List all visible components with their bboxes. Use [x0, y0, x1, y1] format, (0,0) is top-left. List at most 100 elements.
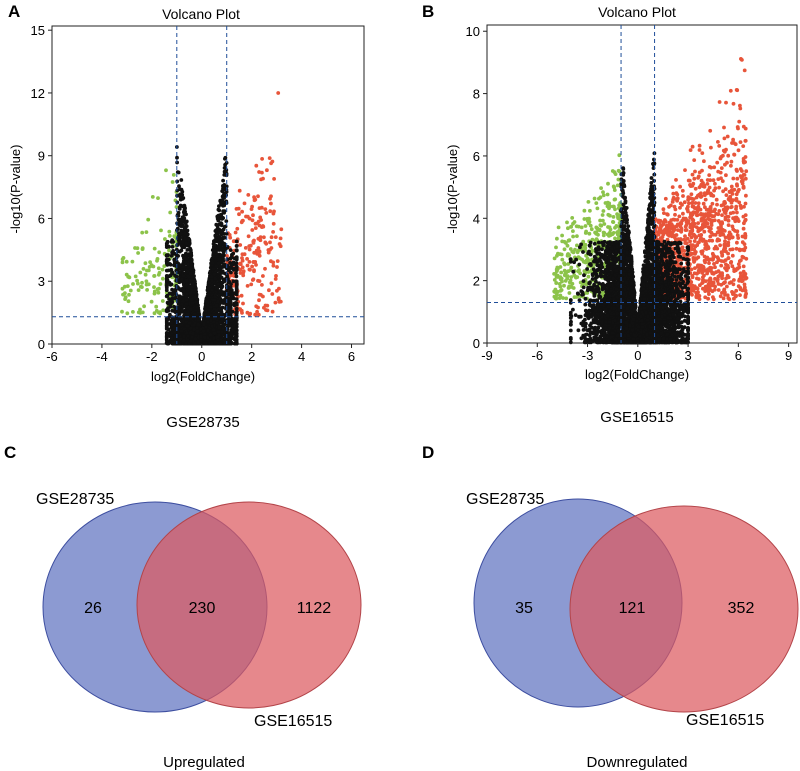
data-point [193, 288, 198, 293]
data-point [125, 311, 130, 316]
data-point [246, 193, 251, 197]
data-point [160, 267, 165, 272]
data-point [252, 195, 256, 200]
data-point [201, 329, 206, 334]
data-point [234, 315, 239, 320]
data-point [160, 299, 165, 303]
data-point [272, 177, 276, 181]
data-point [234, 340, 239, 344]
y-axis-label: -log10(P-value) [8, 145, 23, 234]
data-point [131, 310, 135, 314]
data-point [221, 256, 225, 261]
data-point [135, 246, 140, 251]
data-point [248, 311, 253, 316]
data-point [256, 194, 260, 199]
data-point [206, 320, 210, 324]
data-point [238, 243, 243, 247]
y-tick-label: 9 [38, 149, 45, 164]
data-point [239, 293, 244, 298]
data-point [169, 336, 174, 341]
points-layer [487, 25, 797, 345]
data-point [273, 235, 278, 240]
data-point [136, 281, 140, 286]
data-point [729, 260, 734, 264]
data-point [222, 169, 227, 174]
data-point [270, 159, 275, 164]
data-point [234, 302, 239, 307]
data-point [222, 235, 227, 240]
data-point [254, 163, 259, 168]
data-point [192, 323, 196, 327]
data-point [253, 226, 258, 231]
data-point [225, 254, 229, 258]
data-point [175, 188, 180, 193]
data-point [692, 239, 697, 244]
data-point [147, 265, 152, 269]
data-point [278, 236, 283, 241]
data-point [145, 268, 149, 273]
data-point [228, 265, 233, 270]
data-point [184, 241, 189, 246]
data-point [226, 337, 231, 342]
data-point [170, 292, 175, 297]
data-point [690, 144, 695, 149]
data-point [178, 249, 182, 254]
data-point [169, 282, 174, 287]
data-point [725, 284, 729, 289]
data-point [275, 259, 280, 263]
data-point [245, 214, 250, 219]
data-point [257, 249, 262, 254]
data-point [236, 206, 241, 211]
data-point [269, 281, 274, 286]
data-point [196, 322, 201, 327]
data-point [166, 257, 171, 262]
data-point [157, 250, 162, 255]
data-point [164, 274, 169, 278]
data-point [188, 248, 193, 253]
data-point [221, 326, 225, 331]
data-point [144, 230, 149, 235]
y-tick-label: 6 [38, 211, 45, 226]
data-point [178, 315, 183, 320]
data-point [163, 237, 167, 241]
data-point [240, 311, 244, 315]
data-point [670, 185, 675, 190]
y-tick-label: 3 [38, 274, 45, 289]
data-point [222, 262, 227, 267]
data-point [234, 239, 239, 244]
data-point [140, 247, 145, 252]
data-point [181, 274, 186, 278]
data-point [130, 259, 135, 264]
data-point [216, 207, 221, 212]
data-point [671, 191, 676, 196]
data-point [143, 261, 148, 266]
data-point [170, 180, 175, 184]
data-point [177, 239, 182, 244]
data-point [131, 282, 135, 286]
data-point [222, 196, 227, 200]
data-point [152, 291, 157, 296]
data-point [216, 261, 221, 266]
data-point [136, 251, 141, 255]
data-point [716, 219, 721, 223]
data-point [229, 319, 234, 323]
data-point [258, 238, 263, 243]
data-point [682, 200, 687, 205]
data-point [164, 268, 169, 273]
data-point [269, 246, 274, 250]
data-point [229, 255, 234, 260]
data-point [140, 230, 145, 235]
data-point [183, 236, 188, 241]
data-point [680, 188, 685, 193]
data-point [177, 341, 182, 346]
data-point [225, 257, 230, 262]
data-point [255, 309, 259, 314]
data-point [177, 207, 182, 211]
x-tick-label: -4 [96, 349, 108, 364]
data-point [188, 291, 193, 296]
data-point [707, 173, 712, 178]
data-point [234, 261, 239, 266]
data-point [189, 258, 194, 263]
data-point [218, 341, 223, 346]
